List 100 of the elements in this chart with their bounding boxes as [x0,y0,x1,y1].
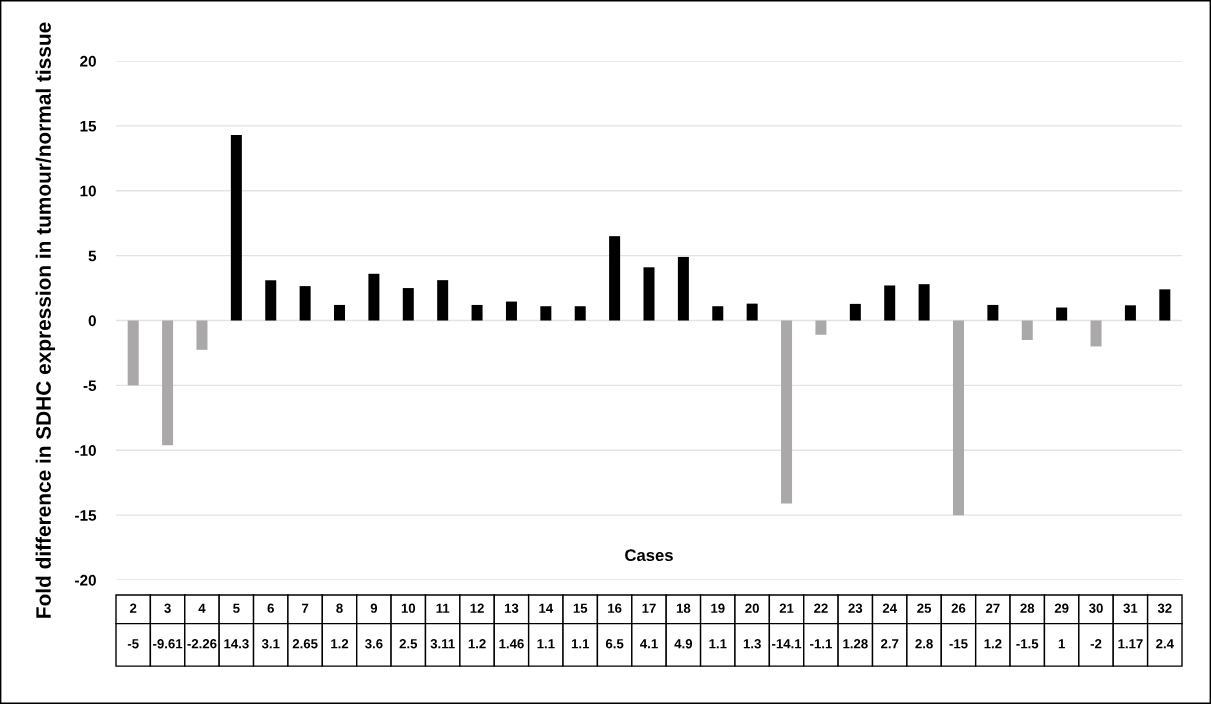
data-label: 4.9 [674,639,693,649]
data-label: -2.26 [187,639,217,649]
data-label: 1.2 [984,639,1002,649]
data-label: 6.5 [605,639,624,649]
data-label: 3.1 [261,639,280,649]
y-tick-label: 20 [80,55,96,67]
bar [918,284,930,321]
bar [987,304,999,321]
data-label: 2.7 [881,639,899,649]
bar [162,320,174,446]
bar [127,320,139,386]
bar [471,304,483,321]
bar [815,320,827,335]
data-label: -2 [1090,639,1102,649]
y-tick-label: 5 [88,250,97,262]
data-label: -1.1 [810,639,832,649]
x-tick-label: 21 [779,603,794,613]
x-tick-label: 30 [1089,603,1103,613]
bar [540,306,552,321]
x-tick-label: 6 [267,603,274,613]
x-tick-label: 3 [164,603,171,613]
bar [952,320,964,516]
x-tick-label: 9 [370,603,378,613]
x-tick-label: 20 [745,603,759,613]
x-tick-label: 28 [1020,603,1035,613]
bar [849,303,861,321]
bar [712,306,724,321]
bar [884,285,896,321]
x-tick-label: 22 [814,603,828,613]
bar [1090,320,1102,347]
data-label: 3.11 [430,639,455,649]
x-tick-label: 17 [642,603,656,613]
y-axis-title: Fold difference in SDHC expression in tumour/normal tissue [35,22,56,618]
y-tick-label: -5 [83,380,97,392]
bar [609,236,621,321]
data-label: -14.1 [772,639,802,649]
data-label: 3.6 [365,639,383,649]
x-tick-label: 18 [676,603,691,613]
x-axis-title: Cases [625,549,673,562]
bar [677,256,689,321]
bar [196,320,208,350]
x-tick-label: 24 [882,603,897,613]
data-label: 1.46 [499,639,524,649]
bar [299,286,311,321]
x-tick-label: 29 [1054,603,1069,613]
x-tick-label: 4 [198,603,206,613]
data-label: 1 [1058,639,1065,649]
y-tick-label: 15 [80,120,97,132]
data-label: 4.1 [640,639,658,649]
data-label: 2.65 [292,639,318,649]
x-tick-label: 10 [401,603,416,613]
bar [402,288,414,321]
data-label: -9.61 [153,639,183,649]
x-tick-label: 25 [917,603,932,613]
x-tick-label: 2 [129,603,137,613]
bar [1021,320,1033,340]
data-label: -15 [949,639,968,649]
bar [437,280,449,321]
x-tick-label: 12 [470,603,484,613]
bar [781,320,793,504]
y-tick-label: 0 [88,315,96,327]
data-label: 1.1 [537,639,555,649]
data-label: 1.3 [743,639,761,649]
bar [643,267,655,321]
data-label: 1.17 [1118,639,1143,649]
data-label: -5 [127,639,139,649]
bar [230,134,242,321]
x-tick-label: 7 [302,603,309,613]
data-label: -1.5 [1016,639,1039,649]
data-label: 1.2 [331,639,349,649]
x-tick-label: 15 [573,603,588,613]
data-label: 2.4 [1156,639,1174,649]
x-tick-label: 23 [848,603,863,613]
bar [505,301,517,321]
x-tick-label: 26 [951,603,966,613]
x-tick-label: 27 [985,603,1000,613]
bar [265,280,277,321]
y-tick-label: -10 [75,445,96,456]
bar [1159,289,1171,321]
data-label: 14.3 [224,639,249,649]
bar [334,304,346,321]
data-label: 1.28 [843,639,868,649]
data-label: 1.1 [709,639,727,649]
data-label: 1.2 [468,639,486,649]
y-tick-label: -15 [75,510,97,521]
x-tick-label: 19 [711,603,725,613]
y-tick-label: -20 [75,574,96,586]
data-label: 1.1 [571,639,590,649]
x-tick-label: 32 [1157,603,1172,613]
x-tick-label: 16 [608,603,622,613]
bar [746,303,758,321]
bar [368,273,380,321]
x-tick-label: 31 [1123,603,1138,613]
x-tick-label: 14 [539,603,554,613]
bar [1056,307,1068,321]
x-tick-label: 13 [504,603,519,613]
data-label: 2.5 [399,639,418,649]
y-tick-label: 10 [80,185,96,197]
bar [1124,305,1136,321]
data-label: 2.8 [915,639,933,649]
